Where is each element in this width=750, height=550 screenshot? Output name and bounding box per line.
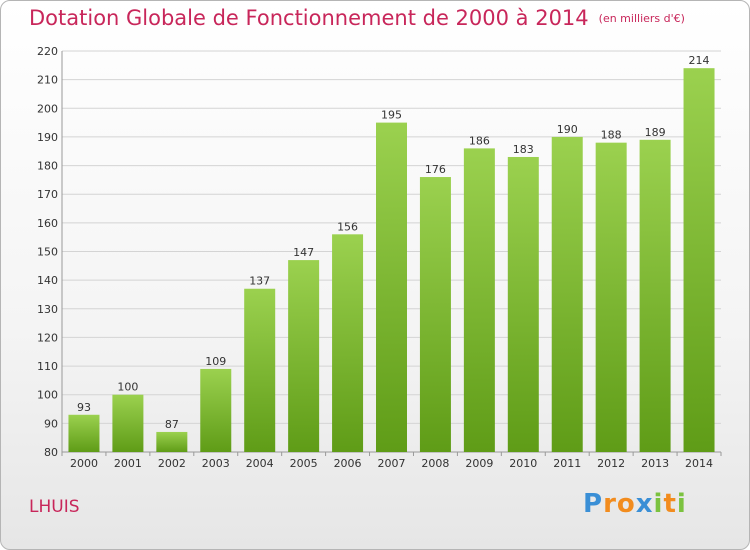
bar [507,156,539,452]
y-tick-label: 160 [37,217,58,230]
y-tick-label: 150 [37,246,58,259]
y-tick-label: 80 [44,446,58,459]
logo-letter: i [676,489,687,519]
logo-letter: x [635,489,654,519]
bar [288,260,320,452]
y-tick-label: 180 [37,160,58,173]
x-tick-label: 2007 [378,457,406,470]
x-tick-label: 2009 [465,457,493,470]
bar [200,368,232,452]
proxiti-logo[interactable]: Proxiti [583,489,687,519]
y-tick-label: 210 [37,74,58,87]
logo-letter: o [616,489,636,519]
x-tick-label: 2004 [246,457,274,470]
bar-value-label: 189 [645,126,666,139]
y-tick-label: 200 [37,102,58,115]
x-tick-label: 2012 [597,457,625,470]
bar [156,431,188,452]
logo-letter: i [653,489,664,519]
x-tick-label: 2000 [70,457,98,470]
bar [332,234,364,452]
bar [112,394,144,452]
bar-value-label: 100 [117,381,138,394]
x-tick-label: 2013 [641,457,669,470]
x-tick-label: 2001 [114,457,142,470]
y-tick-label: 170 [37,188,58,201]
x-tick-label: 2008 [421,457,449,470]
bar [68,414,100,452]
bar [595,142,627,452]
x-tick-label: 2003 [202,457,230,470]
bar [639,139,671,453]
bar-value-label: 109 [205,355,226,368]
bar-value-label: 156 [337,220,358,233]
bar-value-label: 188 [601,129,622,142]
bar-value-label: 93 [77,401,91,414]
bar-value-label: 214 [689,54,710,67]
y-tick-label: 130 [37,303,58,316]
logo-letter: r [603,489,617,519]
y-tick-label: 100 [37,389,58,402]
x-tick-label: 2005 [290,457,318,470]
bar [376,122,407,452]
bar-value-label: 186 [469,134,490,147]
x-tick-label: 2011 [553,457,581,470]
bar-value-label: 176 [425,163,446,176]
chart-title: Dotation Globale de Fonctionnement de 20… [29,6,685,30]
bar-value-label: 147 [293,246,314,259]
logo-letter: t [663,489,677,519]
labels: 8090100110120130140150160170180190200210… [37,45,713,470]
bar [244,288,276,452]
y-tick-label: 140 [37,274,58,287]
bar-value-label: 183 [513,143,534,156]
chart-title-text: Dotation Globale de Fonctionnement de 20… [29,6,589,30]
bar [419,177,451,452]
y-tick-label: 120 [37,331,58,344]
x-tick-label: 2006 [334,457,362,470]
bar [463,148,495,452]
bar-value-label: 137 [249,275,270,288]
x-tick-label: 2014 [685,457,713,470]
y-tick-label: 110 [37,360,58,373]
bar-value-label: 195 [381,109,402,122]
x-tick-label: 2002 [158,457,186,470]
commune-name: LHUIS [29,497,80,517]
bar [551,136,583,452]
bar [683,68,715,452]
bar-value-label: 190 [557,123,578,136]
y-tick-label: 190 [37,131,58,144]
bar-value-label: 87 [165,418,179,431]
bars [68,68,715,453]
x-tick-label: 2010 [509,457,537,470]
y-tick-label: 220 [37,45,58,58]
y-tick-label: 90 [44,417,58,430]
logo-letter: P [583,489,604,519]
chart-unit: (en milliers d'€) [598,12,685,25]
